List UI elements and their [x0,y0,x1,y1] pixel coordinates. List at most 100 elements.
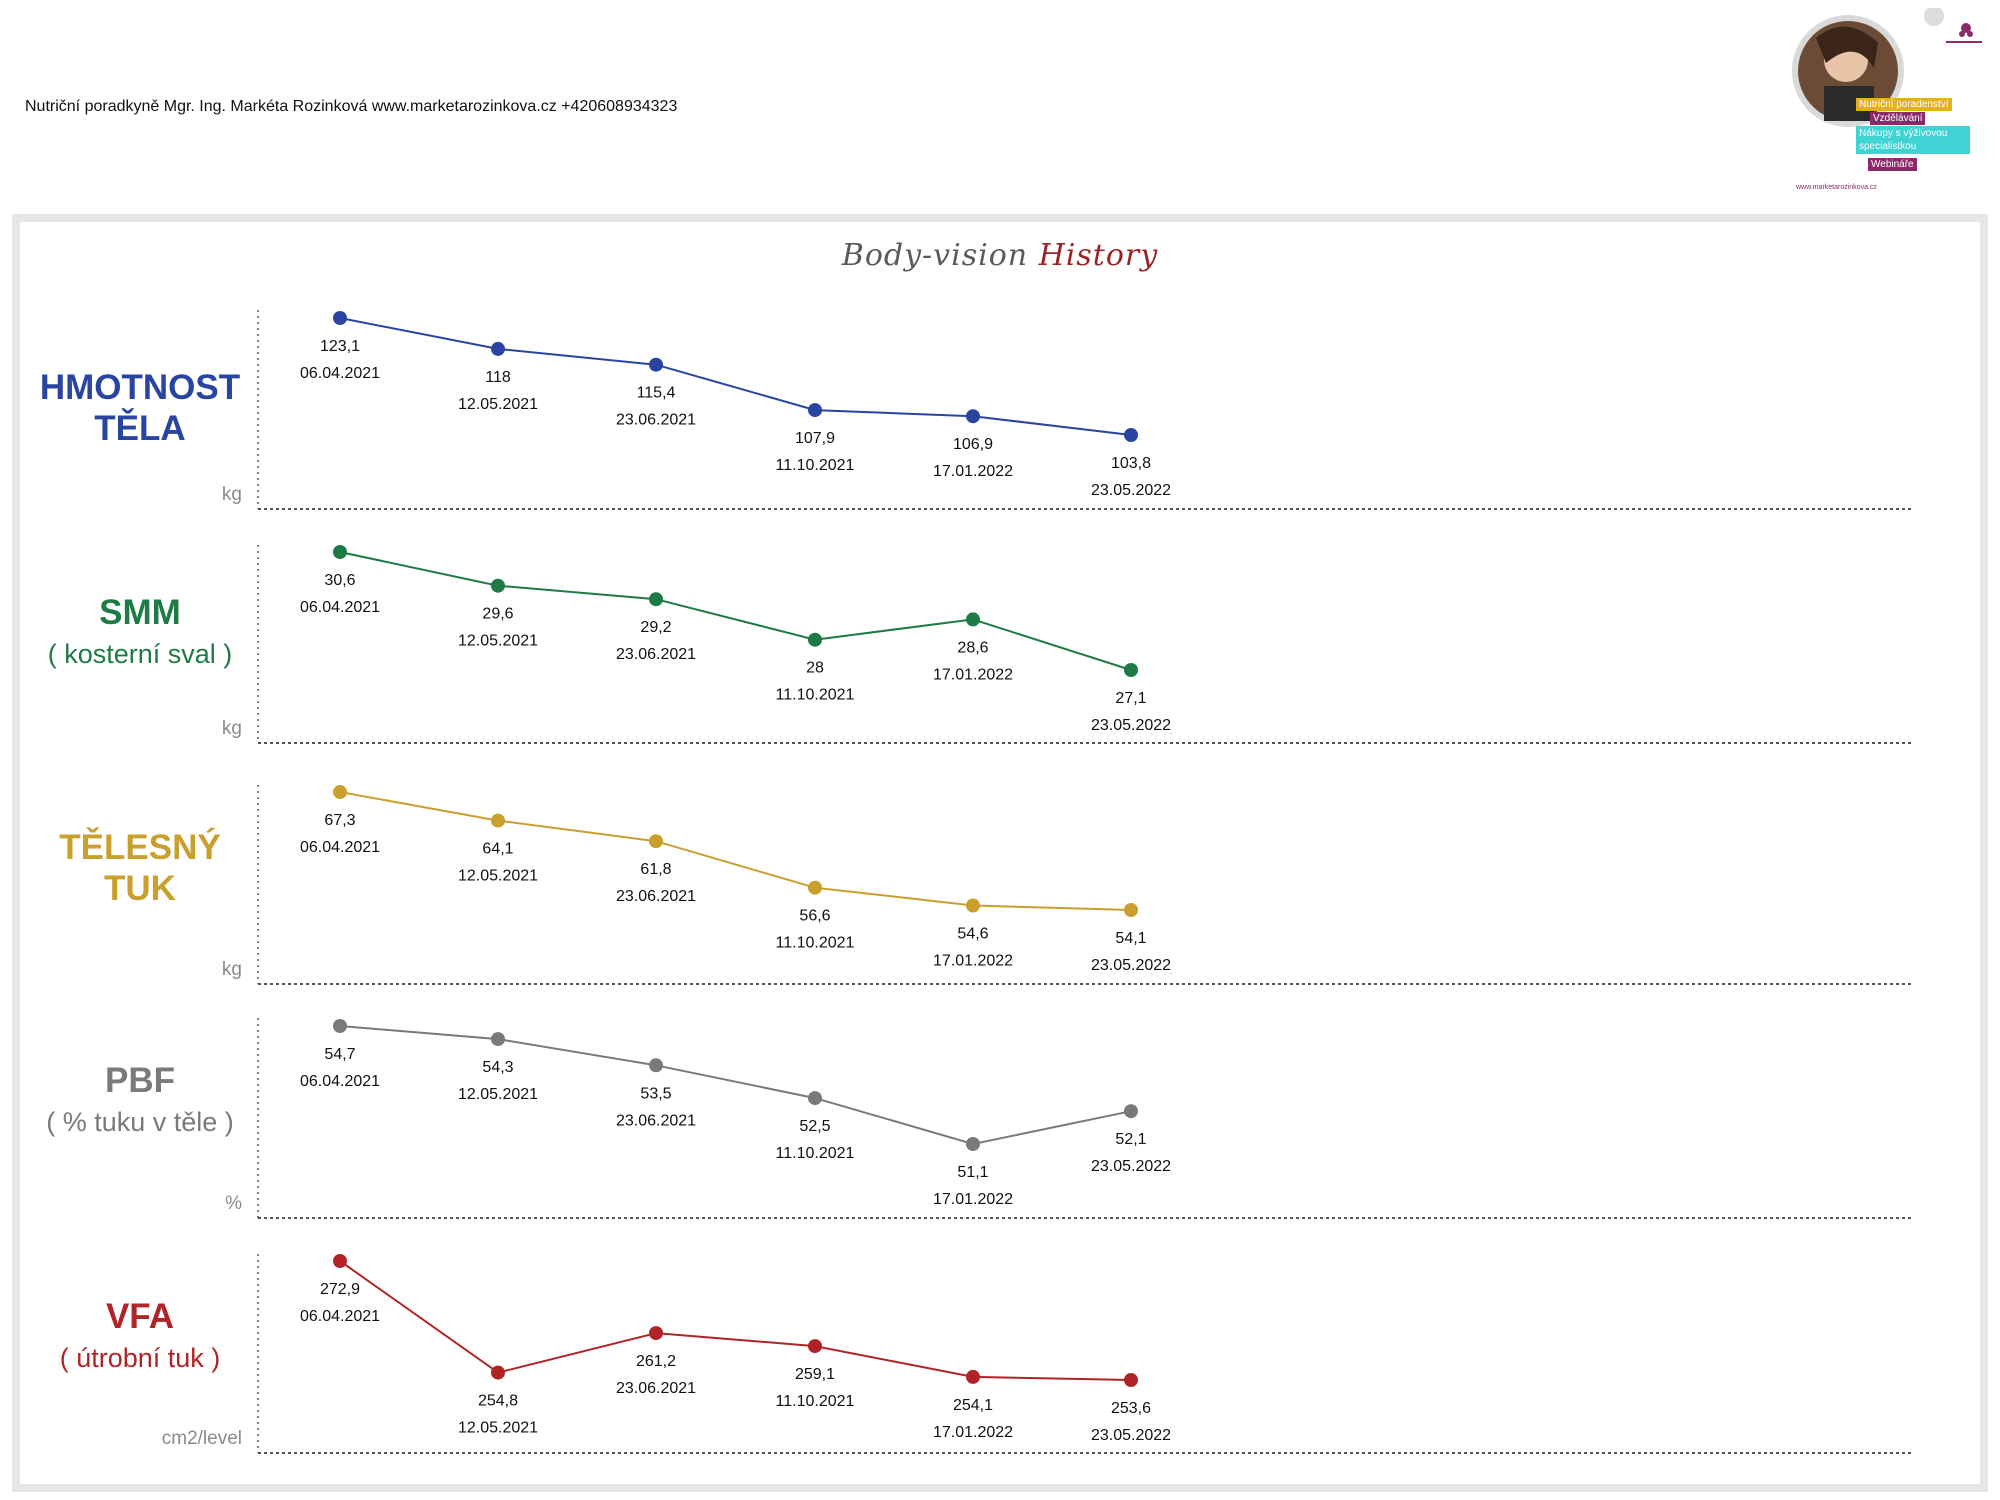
data-value-label: 61,8 [640,861,671,878]
data-value-label: 51,1 [957,1164,988,1181]
data-value-label: 123,1 [320,338,360,355]
data-point [491,813,505,828]
data-value-label: 53,5 [640,1085,671,1102]
x-tick-label: 23.05.2022 [1091,1158,1171,1175]
x-tick-label: 12.05.2021 [458,1420,538,1437]
data-value-label: 29,6 [482,606,513,623]
data-point [808,1091,822,1106]
data-value-label: 254,8 [478,1393,518,1410]
data-value-label: 52,1 [1115,1131,1146,1148]
data-point [491,578,505,593]
x-tick-label: 11.10.2021 [776,687,855,704]
x-tick-label: 06.04.2021 [300,839,380,856]
data-value-label: 54,3 [482,1059,513,1076]
title-part1: Body-vision [841,238,1029,273]
series-line [339,1025,1132,1146]
x-tick-label: 12.05.2021 [458,868,538,885]
data-value-label: 115,4 [637,385,676,402]
series-line [339,791,1132,911]
data-value-label: 27,1 [1115,690,1146,707]
data-point [491,341,505,356]
brand-logo: Nutriční poradenství Vzdělávání Nákupy s… [1786,6,1986,198]
logo-tag: Vzdělávání [1870,112,1926,125]
x-tick-label: 23.06.2021 [616,646,696,663]
x-tick-label: 23.05.2022 [1091,482,1171,499]
x-tick-label: 23.06.2021 [616,412,696,429]
data-point [1124,428,1138,442]
data-point [491,1365,505,1380]
data-value-label: 106,9 [953,436,993,453]
logo-tag: Webináře [1868,158,1917,171]
x-tick-label: 17.01.2022 [933,953,1013,970]
series-line [339,317,1132,436]
x-tick-label: 23.06.2021 [616,1380,696,1397]
x-tick-label: 11.10.2021 [776,1393,855,1410]
data-value-label: 259,1 [795,1366,835,1383]
data-point [333,785,347,799]
x-tick-label: 12.05.2021 [458,633,538,650]
x-tick-label: 17.01.2022 [933,463,1013,480]
chart-panel [12,214,1988,1492]
data-value-label: 54,1 [1115,930,1146,947]
x-tick-label: 23.05.2022 [1091,717,1171,734]
x-tick-label: 23.06.2021 [616,1112,696,1129]
data-value-label: 272,9 [320,1281,360,1298]
logo-url: www.marketarozinkova.cz [1796,184,1877,191]
data-point [649,357,663,372]
data-point [966,612,980,627]
x-tick-label: 23.05.2022 [1091,1427,1171,1444]
x-tick-label: 12.05.2021 [458,396,538,413]
series-line [339,551,1132,671]
data-value-label: 54,6 [957,926,988,943]
data-value-label: 261,2 [636,1353,676,1370]
x-tick-label: 23.05.2022 [1091,957,1171,974]
data-point [1124,1104,1138,1119]
data-value-label: 118 [485,369,511,386]
data-point [649,1326,663,1341]
data-point [966,1369,980,1384]
data-value-label: 28 [806,660,824,677]
data-point [808,632,822,647]
data-value-label: 28,6 [957,639,988,656]
data-point [649,592,663,607]
chart-title: Body-vision History [0,238,2000,273]
data-point [649,1058,663,1073]
x-tick-label: 17.01.2022 [933,666,1013,683]
data-point [333,545,347,559]
data-value-label: 29,2 [640,619,671,636]
data-point [333,1019,347,1033]
x-tick-label: 11.10.2021 [776,1145,855,1162]
x-tick-label: 11.10.2021 [776,935,855,952]
data-value-label: 56,6 [799,908,830,925]
data-point [1124,1373,1138,1387]
x-tick-label: 06.04.2021 [300,1308,380,1325]
logo-tag: Nákupy s výživovou specialistkou [1856,126,1970,154]
data-value-label: 107,9 [795,430,835,447]
data-point [966,1137,980,1151]
contact-line: Nutriční poradkyně Mgr. Ing. Markéta Roz… [25,98,678,115]
logo-tag: Nutriční poradenství [1856,98,1952,111]
data-point [333,1254,347,1268]
series-line [339,1260,1132,1381]
data-point [1124,663,1138,677]
title-part2: History [1038,238,1159,273]
x-tick-label: 23.06.2021 [616,888,696,905]
x-tick-label: 17.01.2022 [933,1191,1013,1208]
data-value-label: 253,6 [1111,1400,1151,1417]
data-point [966,898,980,913]
data-value-label: 54,7 [324,1046,355,1063]
data-value-label: 52,5 [799,1118,830,1135]
x-tick-label: 12.05.2021 [458,1086,538,1103]
data-point [808,880,822,895]
data-point [649,834,663,849]
data-point [808,1339,822,1354]
data-point [966,409,980,424]
x-tick-label: 11.10.2021 [776,457,855,474]
data-point [333,311,347,325]
data-point [491,1032,505,1047]
data-value-label: 30,6 [324,572,355,589]
x-tick-label: 06.04.2021 [300,365,380,382]
data-point [1124,903,1138,917]
x-tick-label: 17.01.2022 [933,1424,1013,1441]
